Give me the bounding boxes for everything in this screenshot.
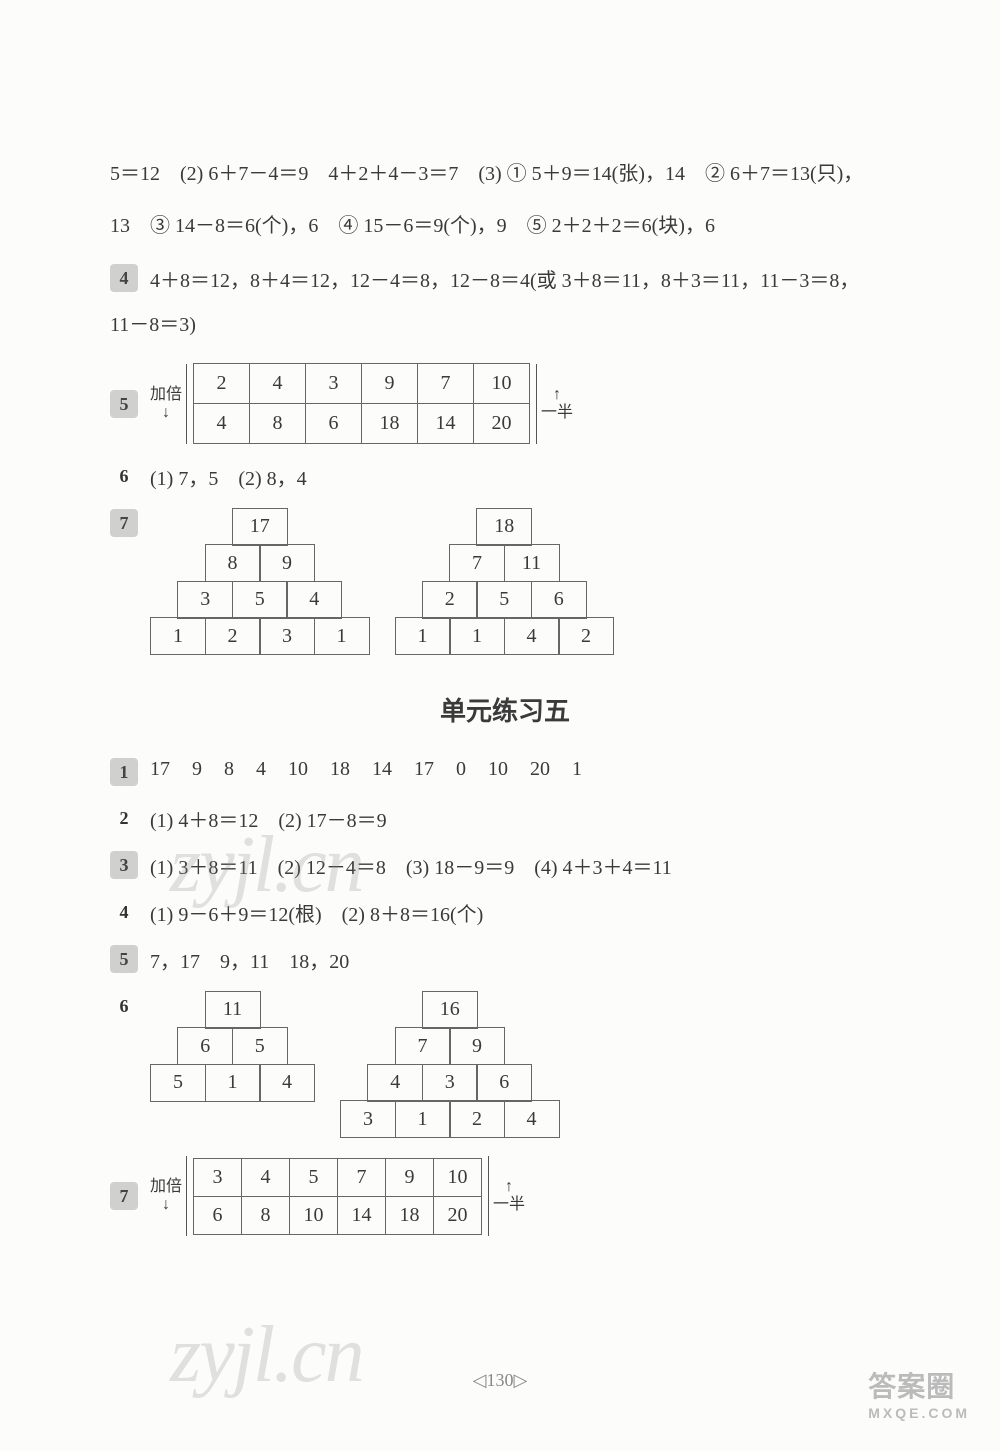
- pyr-cell: 6: [476, 1064, 532, 1102]
- pyr-cell: 3: [259, 617, 315, 655]
- list-item: 8: [224, 758, 234, 781]
- pyr-cell: 1: [395, 617, 451, 655]
- pyr-cell: 2: [205, 617, 261, 655]
- q5-left-rule: [186, 364, 187, 444]
- pyr-cell: 5: [150, 1064, 206, 1102]
- pyr-cell: 16: [422, 991, 478, 1029]
- p2q6-pyr-right: 16794363124: [340, 992, 560, 1138]
- pyr-cell: 8: [205, 544, 261, 582]
- q5-row: 5 加倍↓ 243 9710 486 181420 ↑一半: [110, 363, 900, 444]
- q5-num: 5: [110, 390, 138, 418]
- q7-num: 7: [110, 509, 138, 537]
- q5-left-label: 加倍↓: [150, 386, 182, 422]
- pyr-cell: 2: [449, 1100, 505, 1138]
- pyr-cell: 7: [449, 544, 505, 582]
- pyr-cell: 2: [558, 617, 614, 655]
- pyr-cell: 1: [150, 617, 206, 655]
- list-item: 18: [330, 758, 350, 781]
- p2q4-text: (1) 9－6＋9＝12(根) (2) 8＋8＝16(个): [150, 898, 900, 927]
- p2q7-table: 345 7910 6810 141820: [193, 1158, 482, 1235]
- p2q1-row: 1 17 984 10 18 14 17 0 10 20 1: [110, 758, 900, 786]
- p2q1-body: 17 984 10 18 14 17 0 10 20 1: [150, 758, 900, 781]
- p2q6-row: 6 1165514 16794363124: [110, 992, 900, 1138]
- pyr-cell: 5: [476, 581, 532, 619]
- list-item: 10: [288, 758, 308, 781]
- q7-pyr-left: 17893541231: [150, 509, 370, 655]
- pyr-cell: 2: [422, 581, 478, 619]
- p2q2-text: (1) 4＋8＝12 (2) 17－8＝9: [150, 804, 900, 833]
- q5-table: 243 9710 486 181420: [193, 363, 530, 444]
- p2q3-num: 3: [110, 851, 138, 879]
- pyr-cell: 4: [367, 1064, 423, 1102]
- pyr-cell: 1: [395, 1100, 451, 1138]
- p2q5-row: 5 7，17 9，11 18，20: [110, 945, 900, 974]
- pyr-cell: 4: [286, 581, 342, 619]
- p2q2-row: 2 (1) 4＋8＝12 (2) 17－8＝9: [110, 804, 900, 833]
- cont-line-1: 5＝12 (2) 6＋7－4＝9 4＋2＋4－3＝7 (3) ① 5＋9＝14(…: [110, 160, 900, 188]
- p2q1-num: 1: [110, 758, 138, 786]
- p2q6-num: 6: [110, 992, 138, 1020]
- p2q7-left-label: 加倍↓: [150, 1178, 182, 1214]
- q6-num: 6: [110, 462, 138, 490]
- p2q5-num: 5: [110, 945, 138, 973]
- p2q2-num: 2: [110, 804, 138, 832]
- list-item: 10: [488, 758, 508, 781]
- pyr-cell: 11: [205, 991, 261, 1029]
- pyr-cell: 5: [232, 581, 288, 619]
- list-item: 17: [150, 758, 170, 781]
- pyr-cell: 3: [177, 581, 233, 619]
- p2q7-right-label: ↑一半: [493, 1178, 525, 1214]
- pyr-cell: 4: [504, 617, 560, 655]
- q6-row: 6 (1) 7，5 (2) 8，4: [110, 462, 900, 491]
- pyr-cell: 9: [449, 1027, 505, 1065]
- list-item: 4: [256, 758, 266, 781]
- p2q7-row: 7 加倍↓ 345 7910 6810 141820 ↑一半: [110, 1156, 900, 1236]
- pyr-cell: 1: [314, 617, 370, 655]
- pyr-cell: 4: [504, 1100, 560, 1138]
- q4-text-b: 11－8＝3): [110, 311, 900, 339]
- p2q3-text: (1) 3＋8＝11 (2) 12－4＝8 (3) 18－9＝9 (4) 4＋3…: [150, 851, 900, 880]
- pyr-cell: 18: [476, 508, 532, 546]
- pyr-cell: 7: [395, 1027, 451, 1065]
- p2q4-row: 4 (1) 9－6＋9＝12(根) (2) 8＋8＝16(个): [110, 898, 900, 927]
- watermark-2: zyjl.cn: [170, 1310, 363, 1401]
- q4-num: 4: [110, 264, 138, 292]
- q7-row: 7 17893541231 187112561142: [110, 509, 900, 655]
- q5-right-label: ↑一半: [541, 386, 573, 422]
- list-item: 14: [372, 758, 392, 781]
- pyr-cell: 3: [340, 1100, 396, 1138]
- pyr-cell: 6: [531, 581, 587, 619]
- list-item: 9: [192, 758, 202, 781]
- pyr-cell: 1: [205, 1064, 261, 1102]
- q4-row: 4 4＋8＝12，8＋4＝12，12－4＝8，12－8＝4(或 3＋8＝11，8…: [110, 264, 900, 293]
- p2q6-pyr-left: 1165514: [150, 992, 315, 1102]
- pyr-cell: 9: [259, 544, 315, 582]
- p2q7-num: 7: [110, 1182, 138, 1210]
- pyr-cell: 4: [259, 1064, 315, 1102]
- p2q5-text: 7，17 9，11 18，20: [150, 945, 900, 974]
- p2q3-row: 3 (1) 3＋8＝11 (2) 12－4＝8 (3) 18－9＝9 (4) 4…: [110, 851, 900, 880]
- pyr-cell: 17: [232, 508, 288, 546]
- list-item: 0: [456, 758, 466, 781]
- pyr-cell: 1: [449, 617, 505, 655]
- p2q7-right-rule: [488, 1156, 489, 1236]
- p2q4-num: 4: [110, 898, 138, 926]
- list-item: 17: [414, 758, 434, 781]
- list-item: 20: [530, 758, 550, 781]
- q4-text: 4＋8＝12，8＋4＝12，12－4＝8，12－8＝4(或 3＋8＝11，8＋3…: [150, 264, 900, 293]
- q5-right-rule: [536, 364, 537, 444]
- pyr-cell: 5: [232, 1027, 288, 1065]
- p2q7-left-rule: [186, 1156, 187, 1236]
- pyr-cell: 3: [422, 1064, 478, 1102]
- pyr-cell: 6: [177, 1027, 233, 1065]
- cont-line-2: 13 ③ 14－8＝6(个)，6 ④ 15－6＝9(个)，9 ⑤ 2＋2＋2＝6…: [110, 212, 900, 240]
- list-item: 1: [572, 758, 582, 781]
- section-title: 单元练习五: [110, 691, 900, 728]
- page-number: ◁130▷: [473, 1370, 528, 1391]
- q7-pyr-right: 187112561142: [395, 509, 615, 655]
- pyr-cell: 11: [504, 544, 560, 582]
- footer-logo: 答案圈MXQE.COM: [868, 1365, 970, 1421]
- q6-text: (1) 7，5 (2) 8，4: [150, 462, 900, 491]
